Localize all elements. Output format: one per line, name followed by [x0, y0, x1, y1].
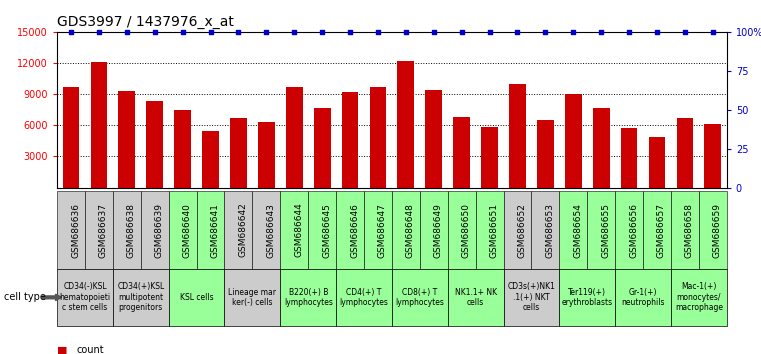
Point	[651, 29, 663, 35]
Text: Mac-1(+)
monocytes/
macrophage: Mac-1(+) monocytes/ macrophage	[675, 282, 723, 312]
Point	[567, 29, 579, 35]
Text: KSL cells: KSL cells	[180, 293, 213, 302]
Text: B220(+) B
lymphocytes: B220(+) B lymphocytes	[284, 288, 333, 307]
Bar	[258, 122, 275, 188]
Point	[260, 29, 272, 35]
Point	[93, 29, 105, 35]
Text: CD34(+)KSL
multipotent
progenitors: CD34(+)KSL multipotent progenitors	[117, 282, 164, 312]
Text: GSM686656: GSM686656	[629, 202, 638, 258]
Text: GSM686655: GSM686655	[601, 202, 610, 258]
Text: CD34(-)KSL
hematopoieti
c stem cells: CD34(-)KSL hematopoieti c stem cells	[59, 282, 110, 312]
Bar	[565, 94, 581, 188]
Text: GSM686645: GSM686645	[322, 202, 331, 258]
Bar	[286, 87, 303, 188]
Bar	[677, 118, 693, 188]
Bar	[119, 91, 135, 188]
Bar	[91, 62, 107, 188]
Text: GSM686647: GSM686647	[378, 202, 387, 258]
Text: GSM686640: GSM686640	[183, 202, 192, 258]
Text: GSM686643: GSM686643	[266, 202, 275, 258]
Bar	[230, 118, 247, 188]
Bar	[648, 137, 665, 188]
Text: GSM686648: GSM686648	[406, 202, 415, 258]
Point	[623, 29, 635, 35]
Bar	[509, 84, 526, 188]
Bar	[62, 87, 79, 188]
Point	[400, 29, 412, 35]
Text: CD4(+) T
lymphocytes: CD4(+) T lymphocytes	[339, 288, 388, 307]
Bar	[621, 129, 638, 188]
Text: GSM686644: GSM686644	[295, 203, 303, 257]
Point	[65, 29, 77, 35]
Text: CD8(+) T
lymphocytes: CD8(+) T lymphocytes	[396, 288, 444, 307]
Point	[344, 29, 356, 35]
Point	[316, 29, 328, 35]
Point	[595, 29, 607, 35]
Text: count: count	[76, 346, 103, 354]
Text: GDS3997 / 1437976_x_at: GDS3997 / 1437976_x_at	[57, 16, 234, 29]
Bar	[593, 108, 610, 188]
Point	[372, 29, 384, 35]
Bar	[174, 110, 191, 188]
Point	[483, 29, 495, 35]
Bar	[146, 102, 163, 188]
Text: CD3s(+)NK1
.1(+) NKT
cells: CD3s(+)NK1 .1(+) NKT cells	[508, 282, 556, 312]
Point	[288, 29, 301, 35]
Point	[205, 29, 217, 35]
Point	[121, 29, 133, 35]
Text: GSM686642: GSM686642	[238, 203, 247, 257]
Point	[177, 29, 189, 35]
Text: GSM686659: GSM686659	[713, 202, 721, 258]
Text: Lineage mar
ker(-) cells: Lineage mar ker(-) cells	[228, 288, 276, 307]
Bar	[314, 108, 330, 188]
Bar	[481, 127, 498, 188]
Text: Gr-1(+)
neutrophils: Gr-1(+) neutrophils	[621, 288, 665, 307]
Bar	[397, 61, 414, 188]
Bar	[342, 92, 358, 188]
Bar	[425, 90, 442, 188]
Text: ■: ■	[57, 346, 68, 354]
Text: GSM686646: GSM686646	[350, 202, 359, 258]
Bar	[705, 124, 721, 188]
Text: cell type: cell type	[4, 292, 46, 302]
Point	[679, 29, 691, 35]
Text: GSM686651: GSM686651	[489, 202, 498, 258]
Point	[148, 29, 161, 35]
Text: GSM686636: GSM686636	[71, 202, 80, 258]
Point	[707, 29, 719, 35]
Text: GSM686638: GSM686638	[127, 202, 135, 258]
Text: NK1.1+ NK
cells: NK1.1+ NK cells	[454, 288, 497, 307]
Text: GSM686653: GSM686653	[546, 202, 554, 258]
Text: GSM686649: GSM686649	[434, 202, 443, 258]
Point	[456, 29, 468, 35]
Text: GSM686654: GSM686654	[573, 202, 582, 258]
Point	[232, 29, 244, 35]
Point	[511, 29, 524, 35]
Text: GSM686657: GSM686657	[657, 202, 666, 258]
Bar	[454, 117, 470, 188]
Text: GSM686650: GSM686650	[462, 202, 470, 258]
Text: GSM686637: GSM686637	[99, 202, 108, 258]
Point	[428, 29, 440, 35]
Text: GSM686658: GSM686658	[685, 202, 694, 258]
Text: GSM686641: GSM686641	[211, 202, 219, 258]
Text: GSM686639: GSM686639	[154, 202, 164, 258]
Point	[540, 29, 552, 35]
Bar	[202, 131, 219, 188]
Bar	[370, 87, 387, 188]
Text: GSM686652: GSM686652	[517, 202, 527, 258]
Bar	[537, 120, 554, 188]
Text: Ter119(+)
erythroblasts: Ter119(+) erythroblasts	[562, 288, 613, 307]
